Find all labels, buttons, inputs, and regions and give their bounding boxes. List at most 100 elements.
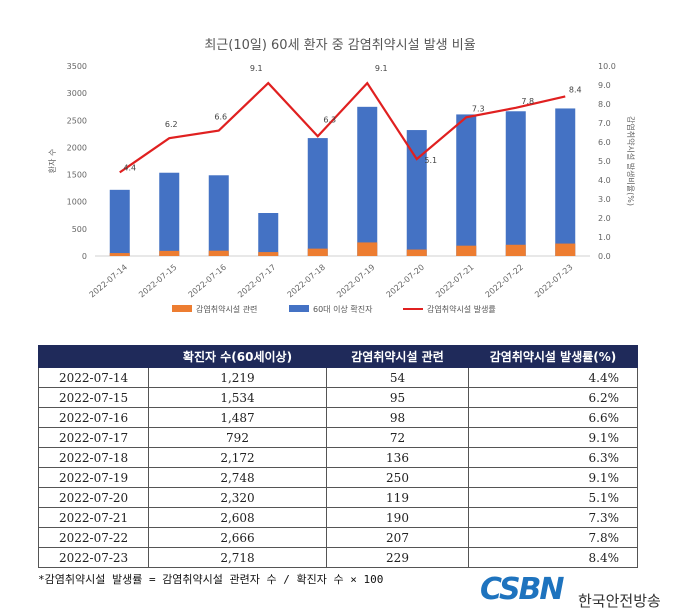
table-cell: 250 [326, 467, 469, 488]
table-cell: 4.4% [468, 367, 638, 388]
y2-tick-label: 7.0 [598, 119, 611, 128]
bar-vulnerable-facility [357, 242, 378, 256]
table-cell: 2,172 [148, 447, 327, 468]
y-tick-label: 2500 [67, 116, 87, 125]
x-tick-label: 2022-07-18 [286, 263, 327, 300]
legend-label-vulnerable-facility: 감염취약시설 관련 [196, 304, 257, 314]
rate-data-label: 6.6 [214, 113, 227, 122]
rate-data-label: 4.4 [123, 163, 136, 172]
y-tick-label: 1000 [67, 198, 87, 207]
bar-vulnerable-facility [505, 244, 526, 256]
x-tick-label: 2022-07-16 [187, 263, 228, 300]
y2-tick-label: 4.0 [598, 176, 611, 185]
column-header: 확진자 수(60세이상) [148, 345, 327, 368]
legend-swatch-vulnerable-facility [172, 305, 192, 312]
y2-tick-label: 1.0 [598, 233, 611, 242]
bar-confirmed-60plus [406, 130, 427, 256]
table-cell: 1,219 [148, 367, 327, 388]
table-cell: 6.6% [468, 407, 638, 428]
x-tick-label: 2022-07-21 [434, 263, 475, 300]
table-cell: 190 [326, 507, 469, 528]
column-header: 감염취약시설 관련 [326, 345, 469, 368]
legend-swatch-confirmed-60plus [289, 305, 309, 312]
table-cell: 792 [148, 427, 327, 448]
bar-confirmed-60plus [456, 114, 477, 257]
table-cell: 207 [326, 527, 469, 548]
bar-confirmed-60plus [307, 138, 328, 256]
table-row: 2022-07-18 2,172 136 6.3% [38, 447, 638, 468]
table-cell: 2,666 [148, 527, 327, 548]
y-axis-label: 환자 수 [47, 149, 57, 174]
y-tick-label: 2000 [67, 143, 87, 152]
y-tick-label: 1500 [67, 171, 87, 180]
y2-axis-label: 감염취약시설 발생비율(%) [626, 116, 636, 206]
x-tick-label: 2022-07-22 [484, 263, 525, 300]
legend-label-rate: 감염취약시설 발생률 [427, 304, 496, 314]
x-tick-label: 2022-07-20 [385, 263, 426, 300]
table-row: 2022-07-22 2,666 207 7.8% [38, 527, 638, 548]
y-tick-label: 0 [82, 252, 87, 261]
table-row: 2022-07-15 1,534 95 6.2% [38, 387, 638, 408]
table-row: 2022-07-21 2,608 190 7.3% [38, 507, 638, 528]
table-cell: 72 [326, 427, 469, 448]
x-tick-label: 2022-07-17 [236, 263, 277, 300]
bar-confirmed-60plus [258, 213, 279, 256]
bar-vulnerable-facility [258, 252, 279, 256]
table-cell: 2022-07-17 [38, 427, 149, 448]
bar-confirmed-60plus [208, 175, 229, 256]
y-tick-label: 3000 [67, 89, 87, 98]
table-cell: 2,320 [148, 487, 327, 508]
table-cell: 2022-07-22 [38, 527, 149, 548]
table-cell: 2022-07-15 [38, 387, 149, 408]
table-row: 2022-07-14 1,219 54 4.4% [38, 367, 638, 388]
y2-tick-label: 10.0 [598, 62, 616, 71]
table-cell: 2022-07-21 [38, 507, 149, 528]
rate-data-label: 6.2 [165, 120, 178, 129]
y2-tick-label: 0.0 [598, 252, 611, 261]
table-row: 2022-07-20 2,320 119 5.1% [38, 487, 638, 508]
y2-tick-label: 5.0 [598, 157, 611, 166]
rate-data-label: 5.1 [424, 156, 437, 165]
table-cell: 2022-07-16 [38, 407, 149, 428]
legend-label-confirmed-60plus: 60대 이상 확진자 [313, 304, 373, 314]
bar-confirmed-60plus [505, 111, 526, 256]
bar-vulnerable-facility [109, 253, 130, 256]
x-tick-label: 2022-07-15 [137, 263, 178, 300]
y2-tick-label: 9.0 [598, 81, 611, 90]
broadcaster-name: 한국안전방송 [578, 592, 661, 610]
table-cell: 98 [326, 407, 469, 428]
table-cell: 2022-07-23 [38, 547, 149, 568]
chart-title: 최근(10일) 60세 환자 중 감염취약시설 발생 비율 [204, 38, 475, 53]
bar-vulnerable-facility [406, 249, 427, 256]
table-cell: 119 [326, 487, 469, 508]
table-cell: 54 [326, 367, 469, 388]
y-tick-label: 500 [72, 225, 87, 234]
table-cell: 2,718 [148, 547, 327, 568]
csbn-logo: CSBN [480, 572, 565, 607]
y2-tick-label: 6.0 [598, 138, 611, 147]
bar-vulnerable-facility [456, 245, 477, 256]
table-cell: 2022-07-14 [38, 367, 149, 388]
bar-vulnerable-facility [208, 250, 229, 256]
table-cell: 1,487 [148, 407, 327, 428]
table-row: 2022-07-17 792 72 9.1% [38, 427, 638, 448]
x-tick-label: 2022-07-14 [88, 263, 129, 300]
bar-vulnerable-facility [555, 243, 576, 256]
x-tick-label: 2022-07-23 [533, 263, 574, 300]
table-cell: 1,534 [148, 387, 327, 408]
bar-confirmed-60plus [109, 189, 130, 256]
table-cell: 8.4% [468, 547, 638, 568]
table-cell: 136 [326, 447, 469, 468]
footnote: *감염취약시설 발생률 = 감염취약시설 관련자 수 / 확진자 수 × 100 [38, 573, 384, 586]
table-cell: 2022-07-18 [38, 447, 149, 468]
table-cell: 9.1% [468, 467, 638, 488]
table-cell: 6.2% [468, 387, 638, 408]
column-header [38, 345, 149, 368]
table-cell: 2,748 [148, 467, 327, 488]
table-cell: 2,608 [148, 507, 327, 528]
table-header-row: 확진자 수(60세이상) 감염취약시설 관련 감염취약시설 발생률(%) [38, 345, 638, 368]
combo-chart: 최근(10일) 60세 환자 중 감염취약시설 발생 비율 0 500 1000 15… [47, 38, 636, 314]
y2-tick-label: 2.0 [598, 214, 611, 223]
y-tick-label: 3500 [67, 62, 87, 71]
table-cell: 5.1% [468, 487, 638, 508]
